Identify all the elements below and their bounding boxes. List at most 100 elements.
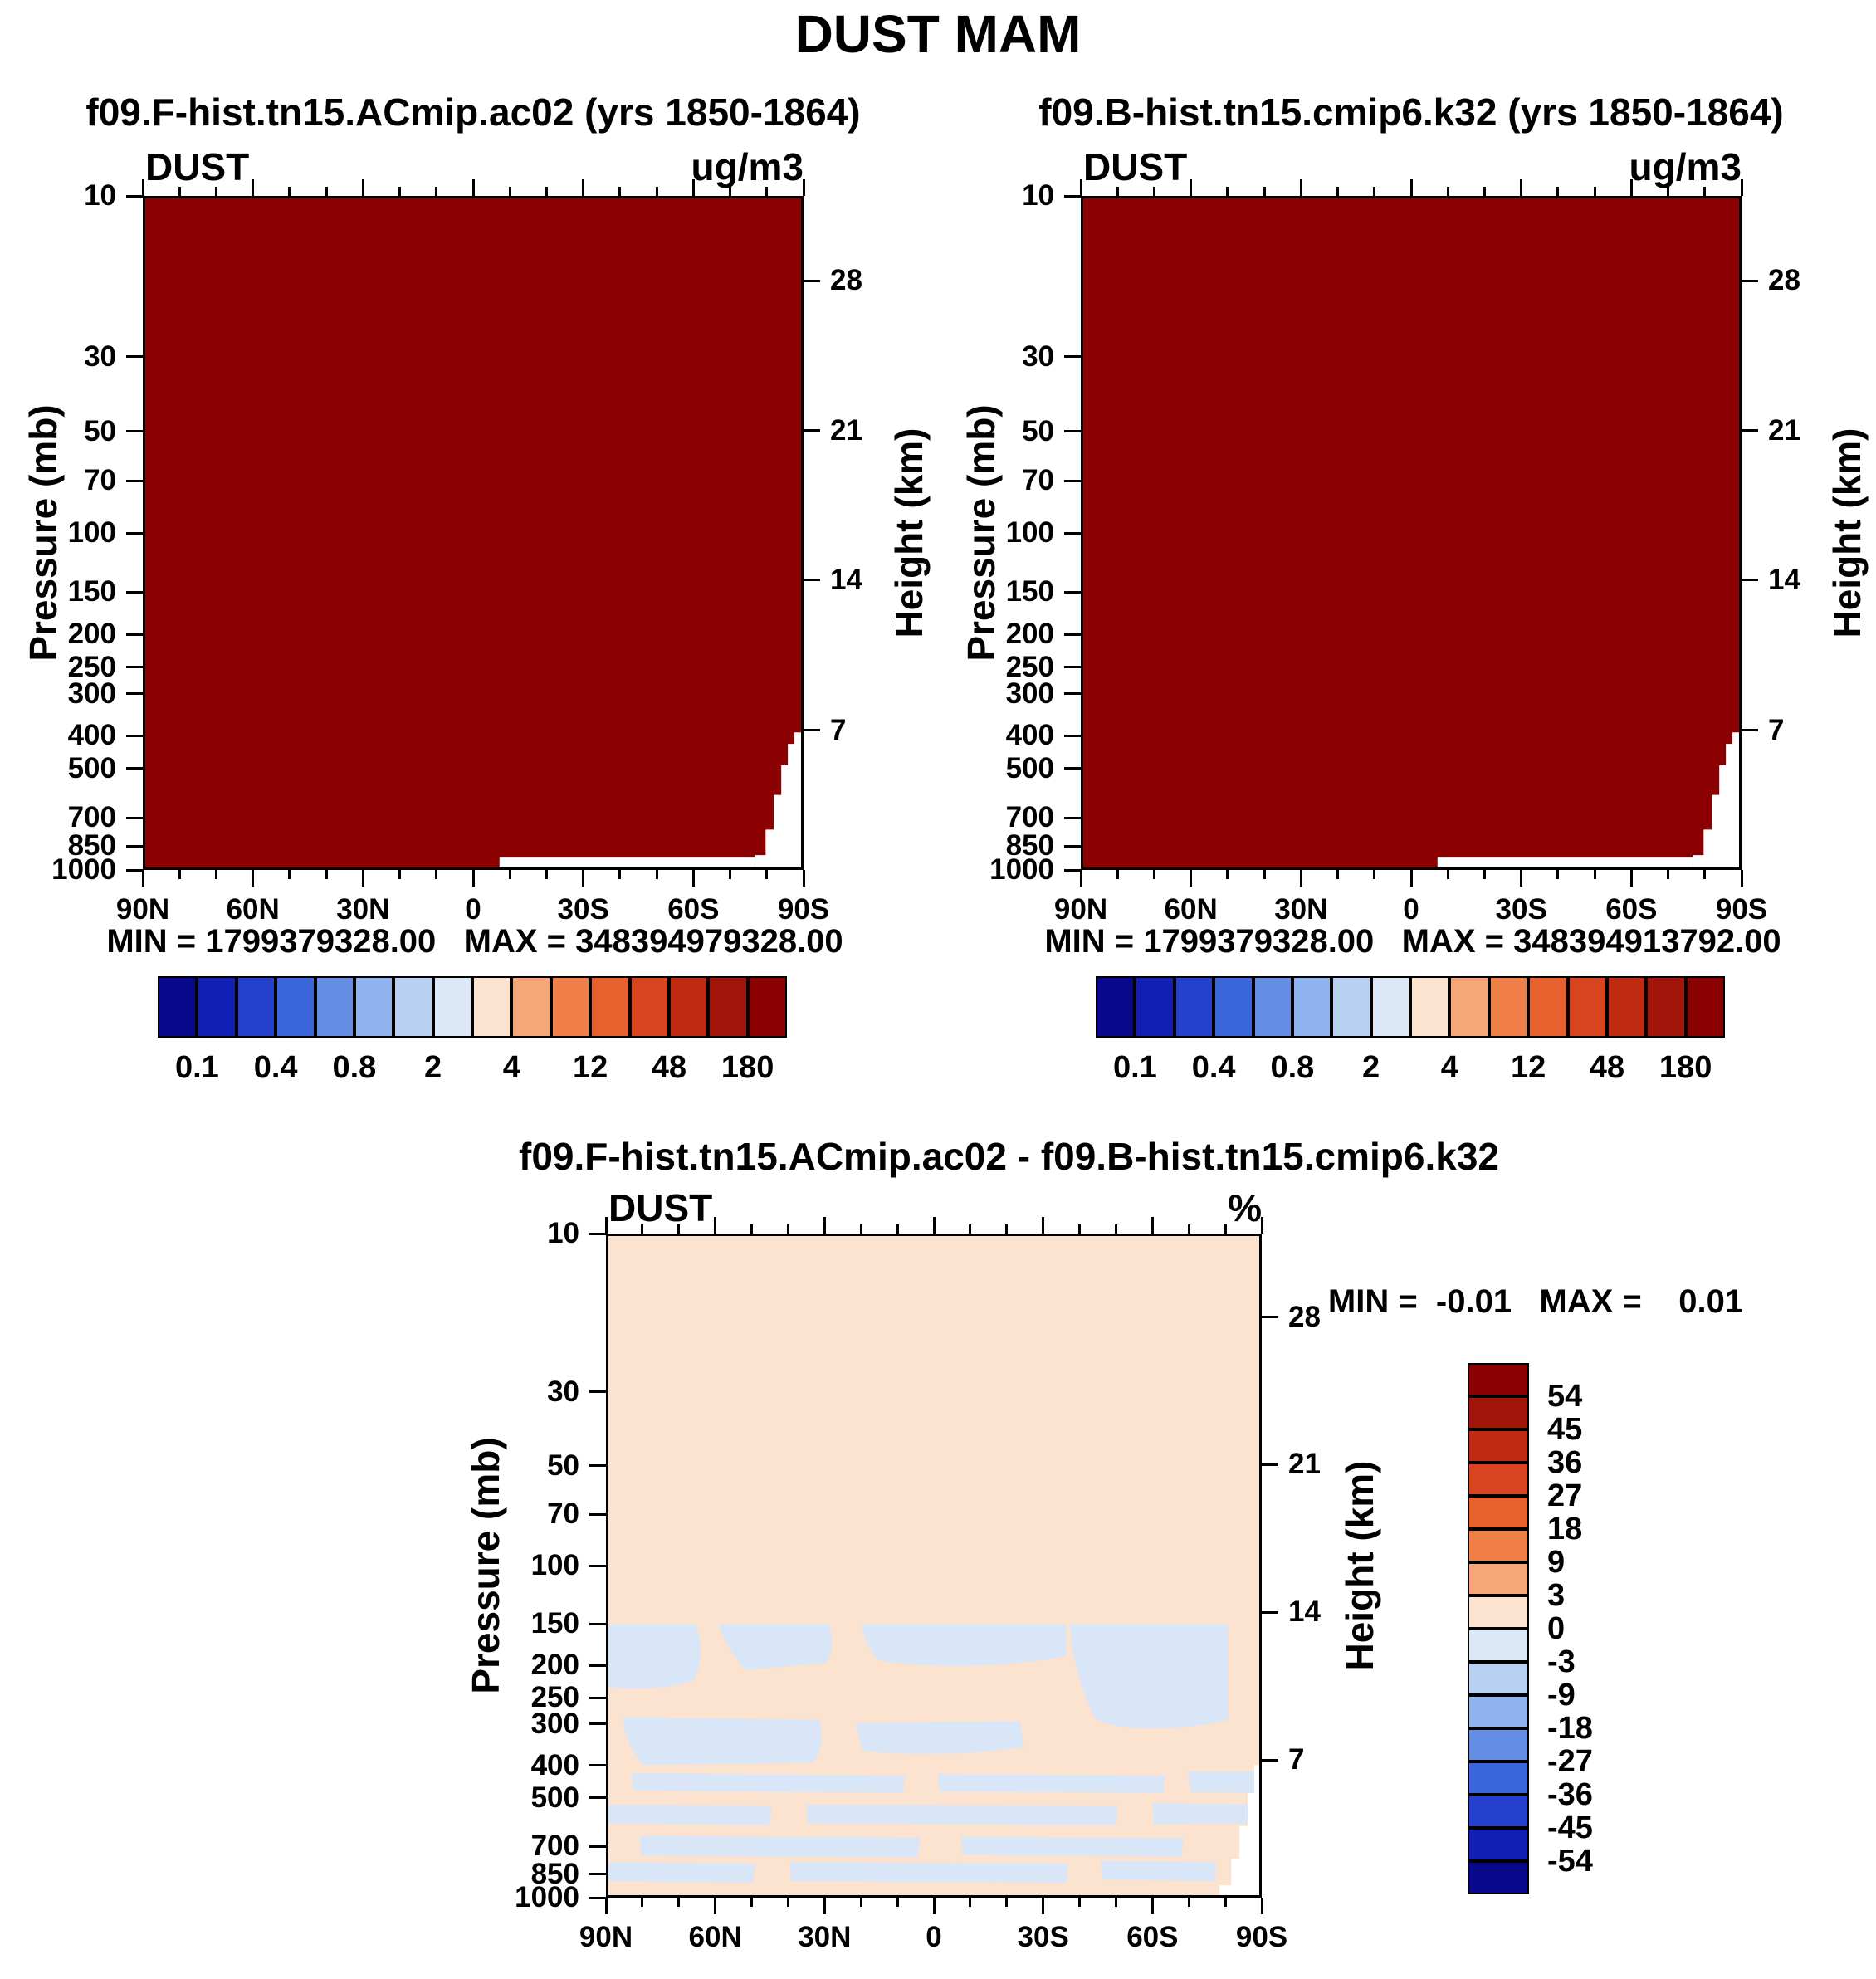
colorbar-segment <box>1685 976 1725 1038</box>
pressure-tick-mark <box>126 666 143 669</box>
panel-left-height-axis-title: Height (km) <box>887 428 931 638</box>
latitude-tick-mark <box>1190 179 1193 196</box>
latitude-minor-tick-mark <box>325 870 328 879</box>
colorbar-label: 12 <box>1510 1050 1546 1085</box>
latitude-minor-tick-mark <box>1078 1898 1082 1907</box>
colorbar-label: 18 <box>1547 1512 1583 1547</box>
colorbar-segment <box>747 976 787 1038</box>
latitude-tick-mark <box>714 1898 717 1914</box>
latitude-tick-label: 90N <box>1053 893 1108 926</box>
colorbar-segment <box>1468 1795 1529 1828</box>
colorbar-label: 180 <box>1659 1050 1712 1085</box>
pressure-tick-label: 400 <box>530 1748 579 1781</box>
colorbar-segment <box>668 976 709 1038</box>
latitude-tick-mark <box>471 870 475 887</box>
latitude-tick-label: 30S <box>1017 1921 1069 1953</box>
colorbar-segment <box>1468 1496 1529 1529</box>
colorbar-label: 12 <box>572 1050 608 1085</box>
panel-right-plot-area <box>1081 196 1742 870</box>
latitude-minor-tick-mark <box>1224 1898 1227 1907</box>
latitude-tick-label: 90N <box>579 1921 633 1953</box>
latitude-tick-mark <box>691 870 695 887</box>
height-tick-mark <box>1262 1463 1278 1466</box>
pressure-tick-mark <box>589 1622 606 1625</box>
panel-diff-field <box>608 1236 1259 1895</box>
negative-diff-region <box>862 1624 1067 1666</box>
pressure-tick-mark <box>1064 531 1081 535</box>
pressure-tick-label: 50 <box>1022 414 1054 447</box>
pressure-tick-mark <box>126 633 143 636</box>
colorbar-label: 4 <box>502 1050 520 1085</box>
latitude-minor-tick-mark <box>288 870 291 879</box>
height-tick-mark <box>1742 429 1758 432</box>
colorbar-segment <box>197 976 237 1038</box>
pressure-tick-label: 300 <box>67 677 116 710</box>
height-tick-label: 7 <box>830 713 847 746</box>
colorbar-label: 27 <box>1547 1478 1583 1513</box>
positive-diff-background <box>608 1236 1259 1895</box>
height-tick-mark <box>804 729 820 732</box>
latitude-minor-tick-mark <box>1152 870 1155 879</box>
pressure-tick-mark <box>1064 479 1081 482</box>
pressure-tick-mark <box>1064 355 1081 359</box>
panel-diff-minmax: MIN = -0.01 MAX = 0.01 <box>1327 1283 1744 1320</box>
pressure-tick-mark <box>126 479 143 482</box>
pressure-tick-mark <box>589 1764 606 1767</box>
colorbar-label: 48 <box>651 1050 687 1085</box>
colorbar-label: -3 <box>1547 1644 1576 1679</box>
latitude-tick-mark <box>802 179 805 196</box>
latitude-minor-tick-mark <box>729 870 732 879</box>
latitude-minor-tick-mark <box>325 187 328 196</box>
negative-diff-region <box>639 1835 921 1858</box>
colorbar-label: 2 <box>1362 1050 1380 1085</box>
latitude-tick-mark <box>1079 179 1082 196</box>
latitude-minor-tick-mark <box>969 1224 972 1234</box>
colorbar-label: 9 <box>1547 1545 1566 1580</box>
latitude-tick-mark <box>1520 870 1523 887</box>
colorbar-segment <box>1646 976 1686 1038</box>
colorbar-segment <box>1468 1396 1529 1429</box>
negative-diff-region <box>1188 1771 1259 1793</box>
pressure-tick-mark <box>589 1564 606 1567</box>
latitude-tick-mark <box>1629 870 1633 887</box>
pressure-tick-label: 700 <box>1005 801 1054 834</box>
colorbar-label: 0.4 <box>1191 1050 1236 1085</box>
latitude-minor-tick-mark <box>1373 187 1376 196</box>
colorbar-segment <box>1449 976 1489 1038</box>
pressure-tick-mark <box>126 194 143 198</box>
latitude-tick-mark <box>1740 179 1743 196</box>
pressure-tick-label: 200 <box>67 618 116 651</box>
latitude-minor-tick-mark <box>677 1898 681 1907</box>
latitude-tick-mark <box>361 870 364 887</box>
height-tick-mark <box>1262 1758 1278 1762</box>
latitude-minor-tick-mark <box>618 187 622 196</box>
panel-right-minmax: MIN = 1799379328.00 MAX = 348394913792.0… <box>1044 923 1781 960</box>
latitude-tick-label: 0 <box>926 1921 942 1953</box>
negative-diff-region <box>855 1721 1024 1755</box>
height-tick-label: 14 <box>1288 1595 1321 1628</box>
latitude-tick-label: 60S <box>667 893 720 926</box>
latitude-minor-tick-mark <box>545 187 548 196</box>
latitude-minor-tick-mark <box>214 870 217 879</box>
pressure-tick-mark <box>1064 633 1081 636</box>
missing-data-wedge <box>755 732 801 867</box>
latitude-tick-label: 30S <box>1495 893 1547 926</box>
latitude-minor-tick-mark <box>896 1224 899 1234</box>
colorbar-segment <box>1135 976 1175 1038</box>
pressure-tick-label: 150 <box>67 575 116 608</box>
latitude-tick-mark <box>1299 179 1302 196</box>
latitude-tick-mark <box>932 1898 936 1914</box>
pressure-tick-mark <box>589 1696 606 1699</box>
colorbar-label: 45 <box>1547 1412 1583 1447</box>
pressure-tick-label: 100 <box>530 1549 579 1581</box>
pressure-tick-label: 300 <box>1005 677 1054 710</box>
pressure-tick-label: 70 <box>1022 464 1054 497</box>
colorbar-segment <box>1410 976 1450 1038</box>
latitude-minor-tick-mark <box>398 187 402 196</box>
latitude-minor-tick-mark <box>1116 187 1119 196</box>
pressure-tick-mark <box>1064 868 1081 872</box>
colorbar-segment <box>1468 1629 1529 1662</box>
pressure-tick-label: 500 <box>530 1781 579 1814</box>
pressure-tick-mark <box>1064 692 1081 696</box>
pressure-tick-label: 1000 <box>51 853 116 886</box>
